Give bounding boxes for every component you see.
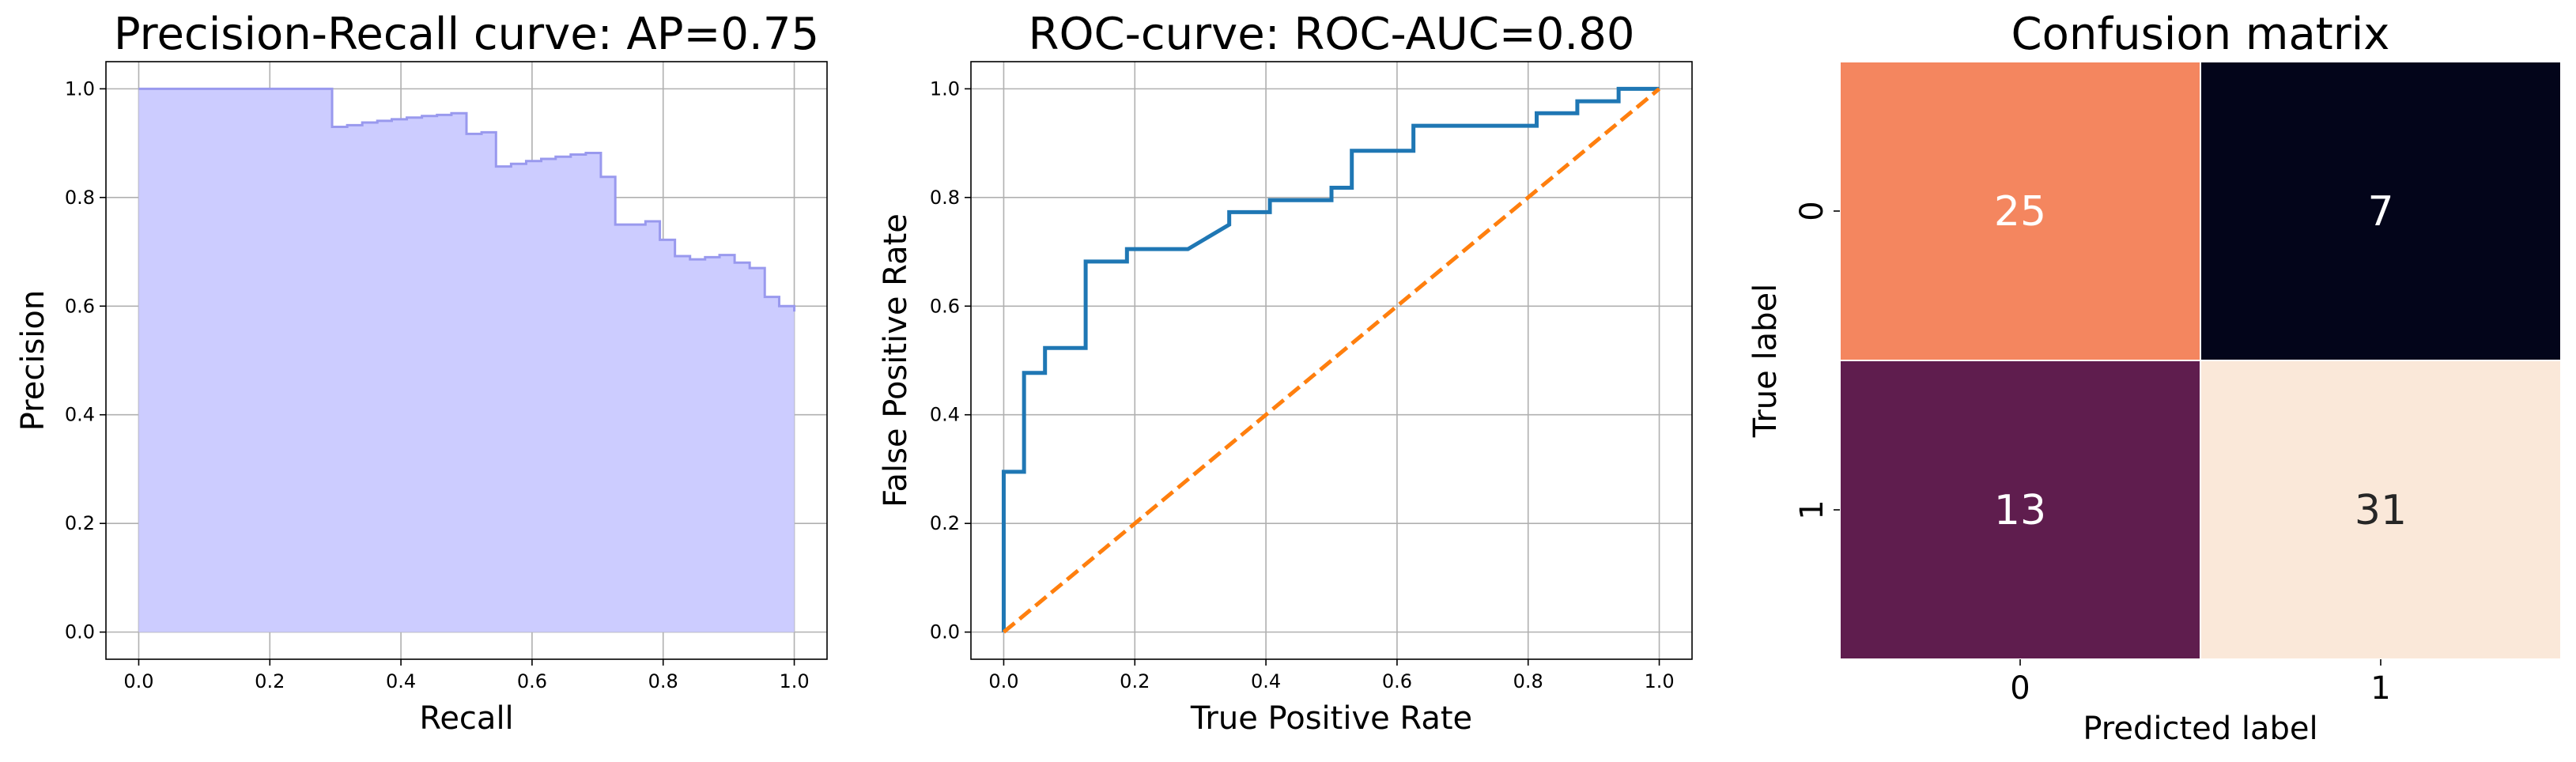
roc-y-tick-label: 0.0 (930, 621, 960, 643)
pr-x-tick-label: 1.0 (779, 670, 809, 692)
pr-area-fill (138, 89, 795, 632)
cm-x-tick-label: 0 (2010, 670, 2030, 707)
cm-y-axis-label: True label (1747, 284, 1784, 438)
roc-chance-line (1002, 87, 1661, 634)
pr-chart: Precision-Recall curve: AP=0.75 0.0 0.2 0.… (15, 9, 828, 737)
roc-curve-line (1001, 86, 1660, 632)
cm-cell (1839, 61, 2201, 361)
roc-y-axis-label: False Positive Rate (878, 213, 914, 507)
pr-y-tick-label: 0.6 (65, 295, 95, 317)
pr-x-tick-label: 0.8 (648, 670, 678, 692)
roc-y-tick-label: 1.0 (930, 77, 960, 100)
pr-x-tick-label: 0.6 (517, 670, 547, 692)
roc-y-tick-label: 0.2 (930, 512, 960, 534)
pr-y-tick-label: 0.8 (65, 187, 95, 209)
cm-cell-value: 7 (2367, 188, 2393, 236)
cm-y-tick-label: 1 (1794, 500, 1830, 519)
cm-cells: 25 7 13 31 (1839, 61, 2562, 660)
roc-lines (1001, 86, 1661, 634)
roc-chart: ROC-curve: ROC-AUC=0.80 0.0 0.2 0.4 0.6 0.8 1… (878, 9, 1693, 737)
cm-cell (2200, 61, 2562, 361)
pr-axes-frame (105, 61, 828, 660)
cm-title: Confusion matrix (2011, 9, 2390, 60)
pr-y-tick-label: 0.2 (65, 512, 95, 534)
pr-y-axis-label: Precision (15, 290, 51, 431)
roc-x-axis-label: True Positive Rate (1190, 700, 1472, 737)
pr-y-tick-label: 0.0 (65, 621, 95, 643)
cm-x-axis-label: Predicted label (2083, 711, 2317, 747)
roc-x-tick-label: 0.6 (1382, 670, 1412, 692)
pr-ticks: 0.0 0.2 0.4 0.6 0.8 1.0 0.0 0.2 0.4 0.6 0.8 1.0 (65, 77, 810, 692)
roc-x-tick-label: 0.0 (988, 670, 1018, 692)
cm-cell-value: 25 (1994, 188, 2046, 236)
roc-y-tick-label: 0.8 (930, 187, 960, 209)
cm-cell-value: 13 (1994, 487, 2046, 534)
cm-cell-value: 31 (2355, 487, 2407, 534)
roc-x-tick-label: 1.0 (1644, 670, 1674, 692)
pr-y-tick-label: 0.4 (65, 404, 95, 426)
cm-y-tick-label: 0 (1794, 201, 1830, 221)
roc-x-tick-label: 0.4 (1251, 670, 1281, 692)
pr-x-axis-label: Recall (419, 700, 513, 737)
confusion-matrix: Confusion matrix 25 7 13 31 0 1 0 1 Predicted … (1747, 9, 2562, 747)
roc-y-tick-label: 0.4 (930, 404, 960, 426)
pr-chart-title: Precision-Recall curve: AP=0.75 (114, 9, 819, 60)
roc-x-tick-label: 0.2 (1120, 670, 1150, 692)
pr-x-tick-label: 0.4 (386, 670, 416, 692)
cm-x-tick-label: 1 (2370, 670, 2390, 707)
roc-y-tick-label: 0.6 (930, 295, 960, 317)
cm-cell (2200, 360, 2562, 660)
cm-cell (1839, 360, 2201, 660)
pr-x-tick-label: 0.0 (123, 670, 153, 692)
pr-x-tick-label: 0.2 (255, 670, 285, 692)
roc-chart-title: ROC-curve: ROC-AUC=0.80 (1029, 9, 1635, 60)
roc-x-tick-label: 0.8 (1513, 670, 1543, 692)
cm-ticks: 0 1 0 1 (1794, 201, 2391, 707)
roc-ticks: 0.0 0.2 0.4 0.6 0.8 1.0 0.0 0.2 0.4 0.6 0.8 1.0 (930, 77, 1675, 692)
roc-axes-frame (970, 61, 1693, 660)
pr-y-tick-label: 1.0 (65, 77, 95, 100)
pr-step-line (138, 87, 796, 312)
